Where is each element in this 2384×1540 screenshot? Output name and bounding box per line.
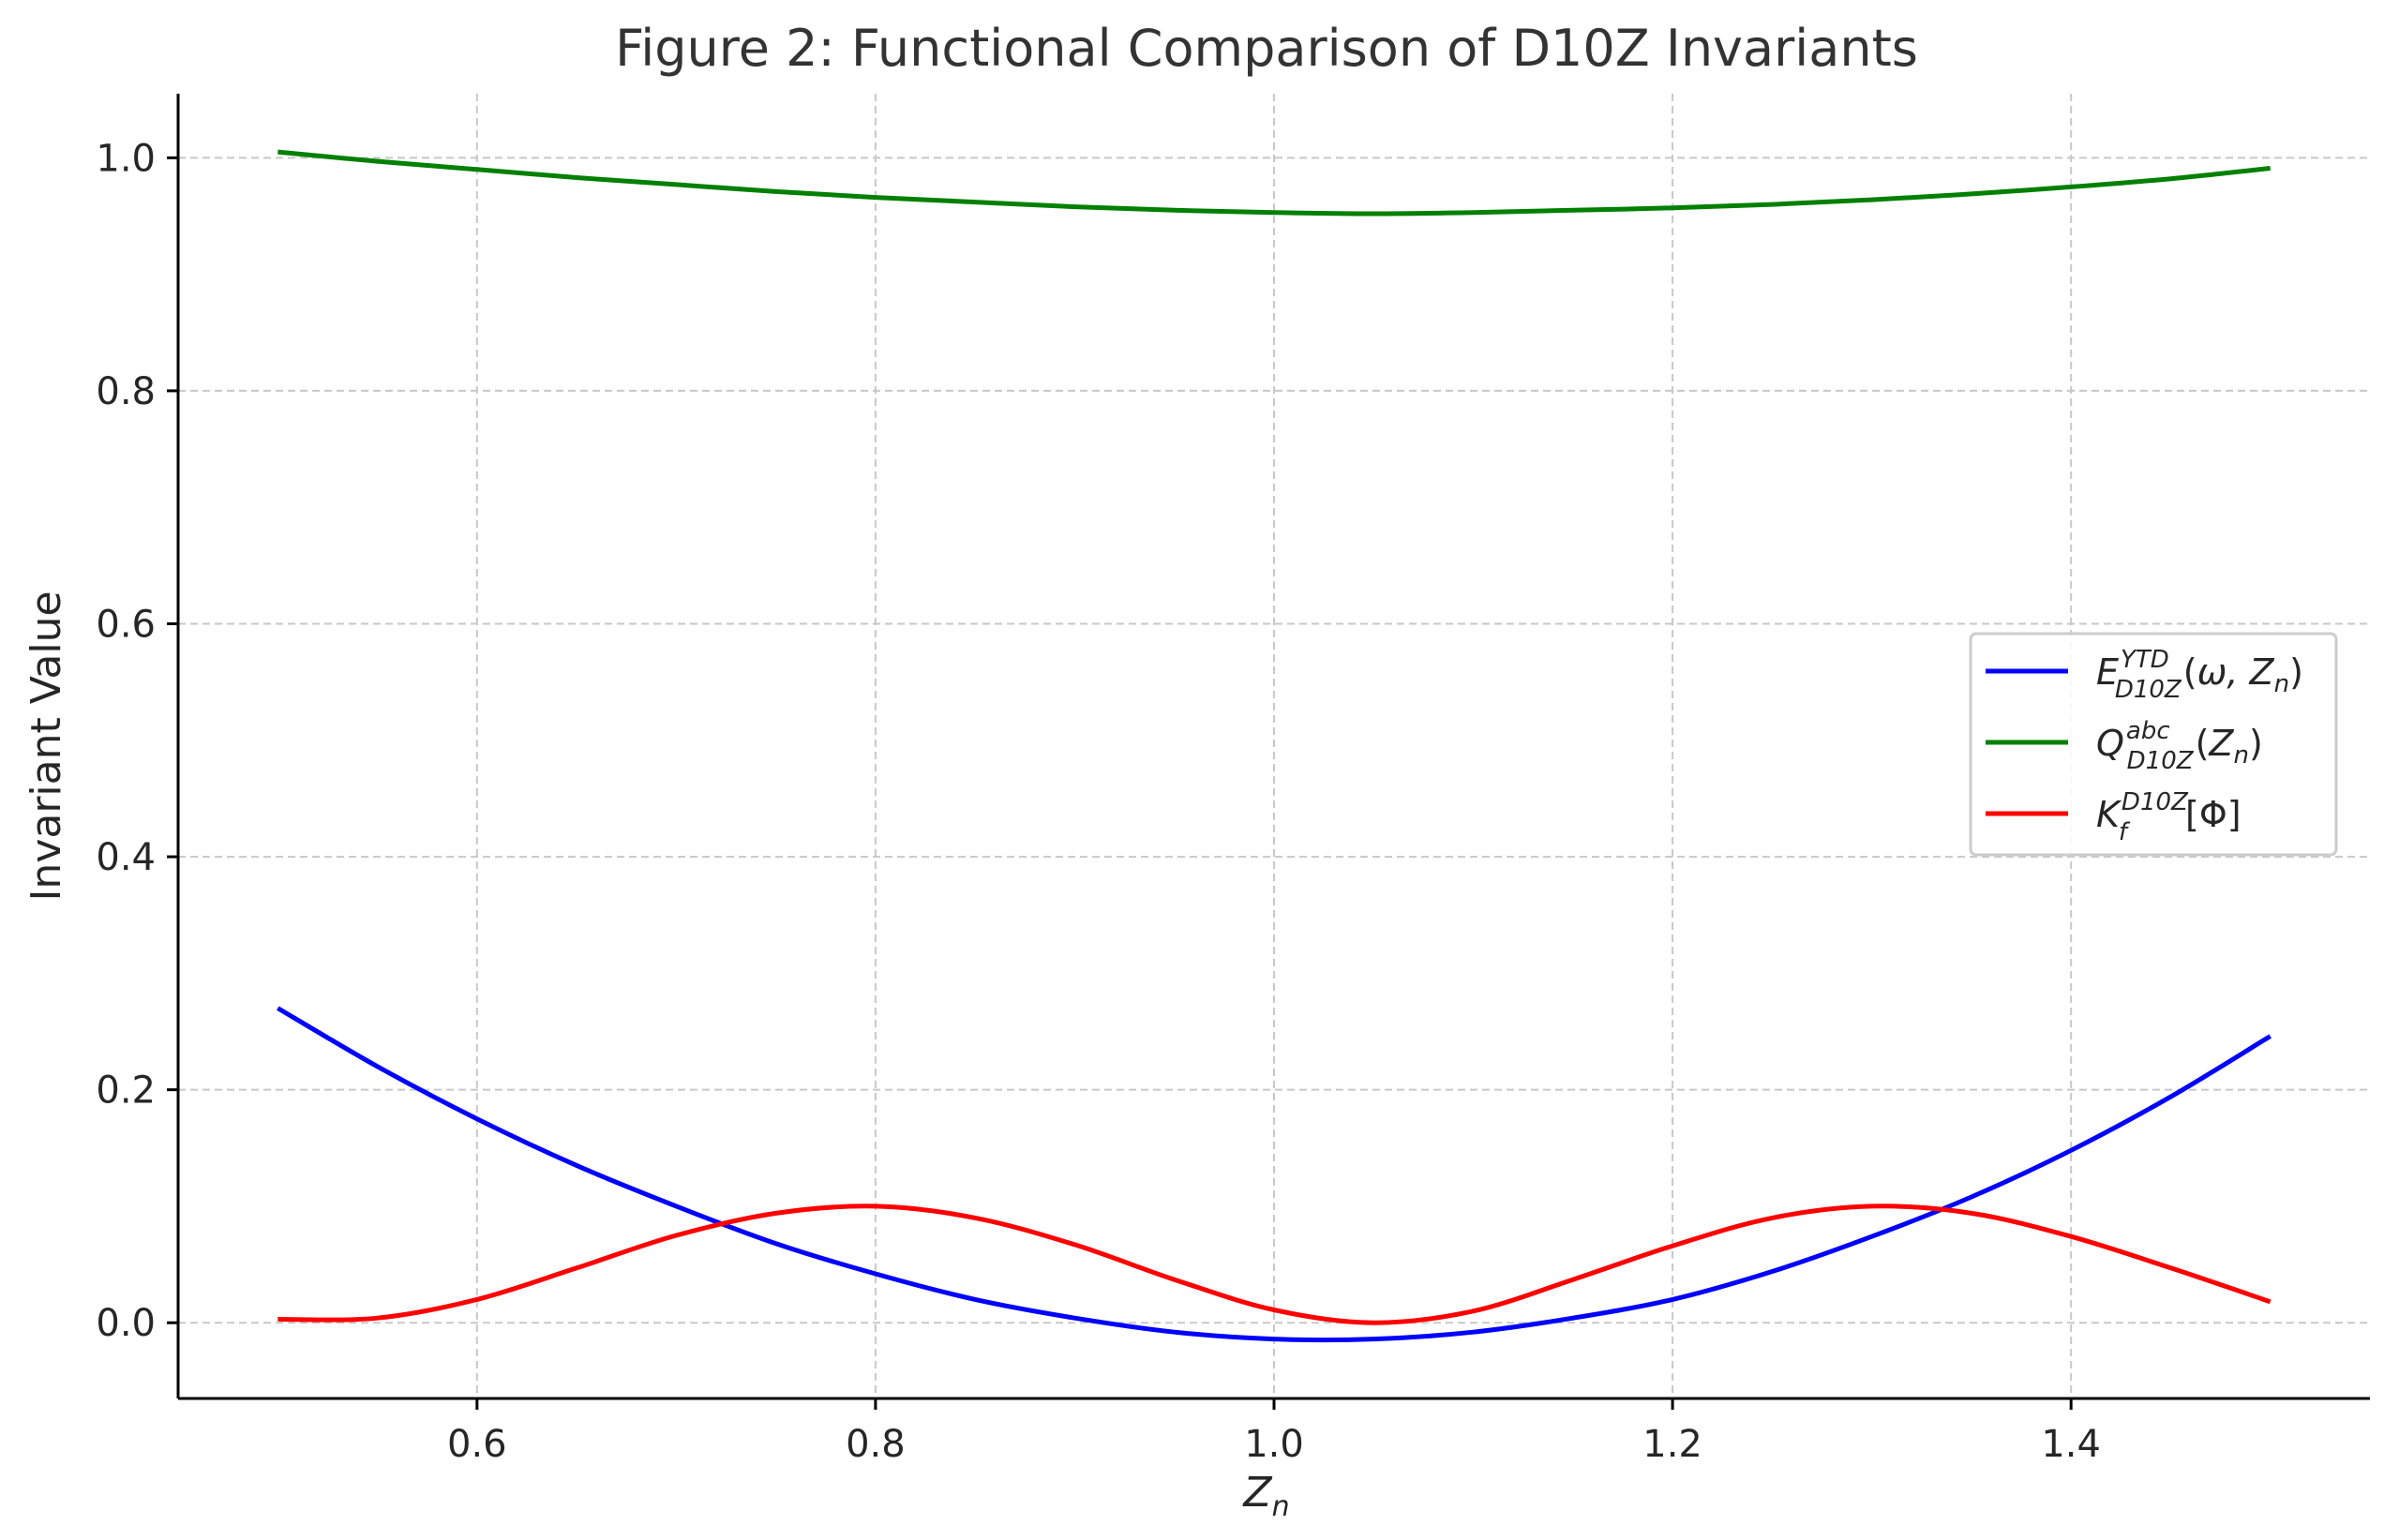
- x-tick-label: 1.0: [1244, 1423, 1304, 1466]
- x-tick-label: 1.4: [2041, 1423, 2101, 1466]
- series-line-k-f: [277, 1204, 2272, 1325]
- y-tick-label: 0.4: [96, 836, 156, 879]
- y-tick-label: 0.8: [96, 370, 156, 413]
- x-tick-label: 0.8: [846, 1423, 906, 1466]
- x-tick-label: 1.2: [1642, 1423, 1702, 1466]
- legend-label-k-f: KD10Z f [Φ]: [2096, 788, 2242, 846]
- legend-entry-k-f: KD10Z f [Φ]: [1986, 788, 2242, 846]
- legend-box: [1969, 632, 2338, 857]
- y-tick-label: 0.2: [96, 1069, 156, 1113]
- y-tick-label: 0.6: [96, 604, 156, 647]
- x-axis-label: Zn: [1242, 1469, 1289, 1523]
- series-line-e-d10z: [277, 1006, 2272, 1343]
- y-tick-label: 0.0: [96, 1302, 156, 1345]
- series-layer: [277, 149, 2272, 1343]
- legend: EYTD D10Z(ω, Zn) Qabc D10Z(Zn) KD10Z f [Φ]: [1969, 632, 2338, 857]
- legend-entry-e-d10z: EYTD D10Z(ω, Zn): [1986, 646, 2303, 704]
- ticks-layer: 0.6 0.8 1.0 1.2 1.4 0.0 0.2 0.4 0.6 0.8 1.0: [96, 137, 2101, 1466]
- y-axis-label: Invariant Value: [22, 591, 70, 901]
- legend-entry-q-d10z: Qabc D10Z(Zn): [1986, 717, 2263, 775]
- y-tick-label: 1.0: [96, 137, 156, 180]
- x-tick-label: 0.6: [447, 1423, 507, 1466]
- chart-title: Figure 2: Functional Comparison of D10Z …: [615, 19, 1918, 78]
- series-line-q-d10z: [277, 149, 2271, 217]
- x-axis-label-main: Z: [1242, 1469, 1272, 1517]
- x-axis-label-sub: n: [1272, 1490, 1290, 1523]
- legend-label-e-d10z: EYTD D10Z(ω, Zn): [2096, 646, 2303, 704]
- legend-label-q-d10z: Qabc D10Z(Zn): [2096, 717, 2263, 775]
